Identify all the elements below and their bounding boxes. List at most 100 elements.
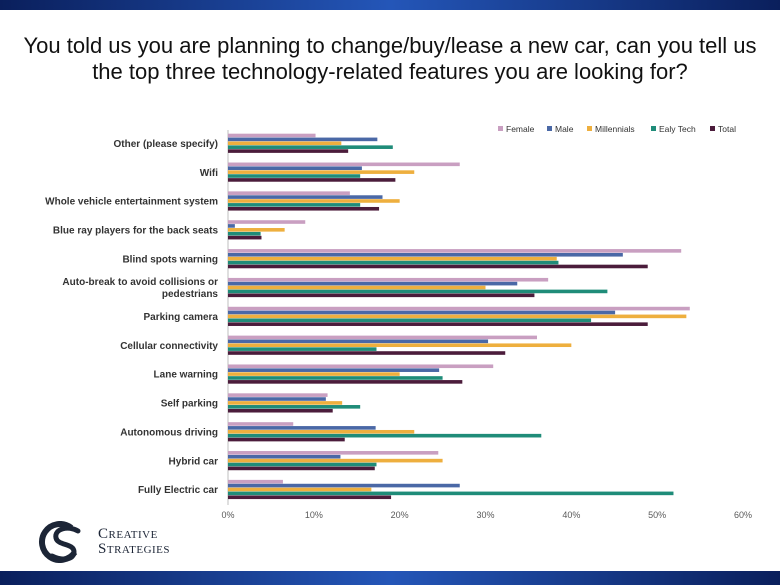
bottom-accent-bar	[0, 571, 780, 585]
bar-total-lane-warning	[228, 380, 463, 384]
bar-male-autonomous-driving	[228, 426, 376, 430]
bar-female-auto-break-to-avoid-collisions-or-pedestrians	[228, 277, 549, 282]
bar-ealy-tech-wifi	[228, 174, 361, 178]
bar-male-lane-warning	[228, 368, 440, 372]
bar-total-other-please-specify	[228, 149, 349, 153]
bar-total-whole-vehicle-entertainment-system	[228, 206, 380, 211]
bar-millennials-blue-ray-players-for-the-back-seats	[228, 228, 285, 232]
legend-label-male: Male	[555, 124, 574, 134]
bar-total-fully-electric-car	[228, 495, 392, 500]
bar-ealy-tech-autonomous-driving	[228, 433, 542, 438]
legend-swatch-total	[710, 126, 715, 131]
legend-label-total: Total	[718, 124, 736, 134]
category-label: Auto-break to avoid collisions or pedestr…	[62, 277, 218, 300]
bar-millennials-auto-break-to-avoid-collisions-or-pedestrians	[228, 285, 486, 290]
bar-total-hybrid-car	[228, 466, 375, 471]
category-label: Hybrid car	[169, 456, 219, 467]
bar-millennials-cellular-connectivity	[228, 343, 572, 348]
bar-millennials-hybrid-car	[228, 458, 443, 463]
bar-female-blind-spots-warning	[228, 249, 682, 253]
bar-female-whole-vehicle-entertainment-system	[228, 191, 350, 195]
creative-strategies-logo-icon	[39, 521, 81, 563]
bar-female-wifi	[228, 162, 460, 167]
bar-male-wifi	[228, 166, 362, 171]
bar-ealy-tech-cellular-connectivity	[228, 347, 377, 351]
bar-male-auto-break-to-avoid-collisions-or-pedestrians	[228, 281, 518, 286]
bar-ealy-tech-blind-spots-warning	[228, 260, 559, 265]
bar-female-hybrid-car	[228, 451, 439, 455]
category-label: Parking camera	[144, 312, 219, 323]
bar-millennials-wifi	[228, 170, 415, 174]
category-label: Autonomous driving	[120, 427, 218, 438]
category-label: Whole vehicle entertainment system	[45, 197, 218, 208]
bar-ealy-tech-self-parking	[228, 405, 361, 409]
bar-female-parking-camera	[228, 306, 690, 311]
bar-millennials-fully-electric-car	[228, 487, 372, 492]
bar-total-blind-spots-warning	[228, 264, 648, 269]
bar-male-hybrid-car	[228, 454, 341, 459]
bar-male-blue-ray-players-for-the-back-seats	[228, 224, 235, 228]
brand-logo: CREATIVE STRATEGIES	[38, 521, 188, 563]
bar-ealy-tech-blue-ray-players-for-the-back-seats	[228, 231, 261, 236]
bar-female-lane-warning	[228, 364, 494, 369]
x-tick-label: 20%	[391, 510, 409, 518]
bar-total-blue-ray-players-for-the-back-seats	[228, 235, 262, 240]
bar-male-self-parking	[228, 397, 326, 401]
bar-millennials-lane-warning	[228, 372, 400, 376]
category-label: Blue ray players for the back seats	[53, 225, 219, 236]
bar-male-whole-vehicle-entertainment-system	[228, 195, 383, 199]
bar-male-cellular-connectivity	[228, 339, 489, 344]
legend-label-millennials: Millennials	[595, 124, 635, 134]
x-tick-label: 40%	[562, 510, 580, 518]
bar-ealy-tech-fully-electric-car	[228, 491, 674, 496]
bar-ealy-tech-parking-camera	[228, 318, 592, 323]
bar-millennials-self-parking	[228, 401, 343, 405]
legend-label-female: Female	[506, 124, 535, 134]
bar-male-blind-spots-warning	[228, 252, 623, 257]
bar-millennials-blind-spots-warning	[228, 256, 557, 261]
x-tick-label: 10%	[305, 510, 323, 518]
legend-swatch-male	[547, 126, 552, 131]
category-label: Self parking	[161, 399, 218, 410]
bar-total-wifi	[228, 178, 396, 182]
x-tick-label: 60%	[734, 510, 752, 518]
category-label: Blind spots warning	[122, 254, 218, 265]
bar-millennials-other-please-specify	[228, 141, 342, 146]
x-tick-label: 30%	[476, 510, 494, 518]
bar-male-parking-camera	[228, 310, 616, 315]
category-label: Other (please specify)	[114, 139, 218, 150]
bar-female-cellular-connectivity	[228, 335, 537, 340]
slide-title: You told us you are planning to change/b…	[23, 33, 757, 84]
bar-chart: Other (please specify) Wifi Whole vehicle …	[45, 124, 752, 518]
bar-ealy-tech-lane-warning	[228, 376, 443, 380]
category-label: Fully Electric car	[138, 485, 218, 496]
bar-millennials-parking-camera	[228, 314, 687, 319]
category-label: Wifi	[200, 168, 218, 179]
category-label: Cellular connectivity	[120, 341, 218, 352]
bar-female-blue-ray-players-for-the-back-seats	[228, 220, 306, 224]
bar-total-parking-camera	[228, 322, 648, 326]
bar-ealy-tech-other-please-specify	[228, 145, 393, 149]
legend-swatch-millennials	[587, 126, 592, 131]
bar-male-fully-electric-car	[228, 483, 460, 488]
top-accent-bar	[0, 0, 780, 10]
category-label: Lane warning	[154, 370, 218, 381]
bar-total-cellular-connectivity	[228, 351, 506, 355]
bar-female-other-please-specify	[228, 133, 316, 138]
legend-label-ealy-tech: Ealy Tech	[659, 124, 696, 134]
bar-ealy-tech-hybrid-car	[228, 462, 377, 467]
bar-ealy-tech-auto-break-to-avoid-collisions-or-pedestrians	[228, 289, 608, 294]
bar-millennials-autonomous-driving	[228, 429, 415, 434]
legend-swatch-ealy-tech	[651, 126, 656, 131]
bar-total-auto-break-to-avoid-collisions-or-pedestrians	[228, 293, 535, 298]
brand-wordmark: CREATIVE STRATEGIES	[98, 526, 171, 557]
bar-male-other-please-specify	[228, 137, 378, 142]
bar-total-autonomous-driving	[228, 437, 345, 442]
x-tick-label: 50%	[648, 510, 666, 518]
bar-female-autonomous-driving	[228, 422, 294, 426]
bar-total-self-parking	[228, 408, 333, 413]
bar-millennials-whole-vehicle-entertainment-system	[228, 199, 400, 203]
bar-female-fully-electric-car	[228, 479, 283, 484]
bar-female-self-parking	[228, 393, 328, 397]
x-tick-label: 0%	[221, 510, 234, 518]
